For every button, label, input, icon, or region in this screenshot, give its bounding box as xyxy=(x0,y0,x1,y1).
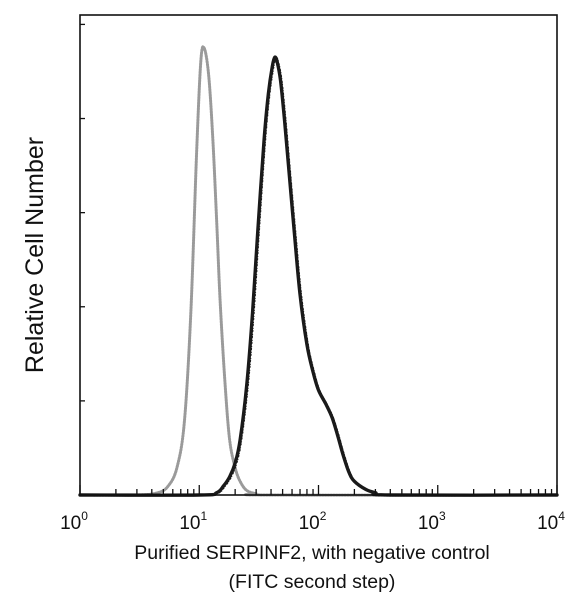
sample-histogram-edge xyxy=(81,57,559,497)
control-histogram-line xyxy=(78,45,559,497)
sample-histogram-line xyxy=(78,55,559,497)
x-tick-label: 104 xyxy=(537,509,565,534)
x-axis-label: Purified SERPINF2, with negative control xyxy=(134,542,490,564)
x-tick-label: 101 xyxy=(179,509,207,534)
x-tick-label: 102 xyxy=(299,509,327,534)
x-tick-label: 100 xyxy=(60,509,88,534)
x-axis-label-line2: (FITC second step) xyxy=(229,571,396,593)
x-tick-label: 103 xyxy=(418,509,446,534)
plot-frame xyxy=(79,14,558,496)
y-axis-label: Relative Cell Number xyxy=(21,137,49,373)
